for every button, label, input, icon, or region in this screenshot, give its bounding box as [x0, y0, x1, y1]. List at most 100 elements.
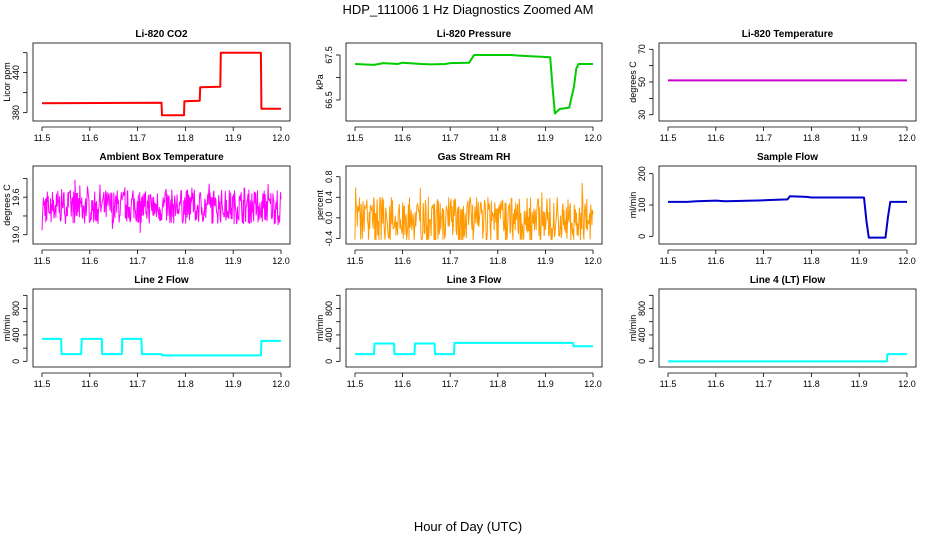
series-line	[354, 54, 593, 115]
plot-frame	[345, 165, 603, 245]
y-tick-label: 19.0	[11, 226, 21, 244]
panel-title: Ambient Box Temperature	[99, 152, 224, 163]
x-tick-label: 11.9	[225, 256, 242, 266]
y-tick-label: 440	[11, 65, 21, 80]
x-tick-label: 11.9	[537, 256, 554, 266]
x-tick-label: 11.8	[803, 379, 820, 389]
x-tick-label: 11.5	[347, 256, 364, 266]
y-tick-label: 400	[324, 327, 334, 342]
y-tick-label: 0.4	[324, 191, 334, 204]
x-tick-label: 11.7	[755, 256, 772, 266]
y-tick-label: 400	[11, 327, 21, 342]
y-tick-label: 0.0	[324, 212, 334, 225]
x-tick-label: 11.6	[394, 379, 411, 389]
x-tick-label: 11.6	[394, 133, 411, 143]
x-tick-label: 11.5	[347, 379, 364, 389]
y-tick-label: 0	[637, 359, 647, 364]
x-tick-label: 11.6	[81, 379, 98, 389]
plot-frame	[32, 165, 291, 245]
y-axis-label: kPa	[315, 74, 325, 90]
series-line	[668, 195, 907, 239]
x-tick-label: 11.8	[177, 379, 194, 389]
x-tick-label: 12.0	[272, 256, 290, 266]
series-line	[41, 51, 281, 117]
x-tick-label: 11.7	[442, 133, 459, 143]
x-tick-label: 12.0	[584, 133, 602, 143]
series-line	[354, 182, 594, 241]
series-line	[42, 337, 281, 357]
x-tick-label: 11.8	[489, 379, 506, 389]
y-axis-label: degrees C	[628, 61, 638, 103]
y-axis-label: ml/min	[628, 192, 638, 219]
y-tick-label: 0.8	[324, 170, 334, 183]
x-tick-label: 11.9	[225, 133, 242, 143]
y-tick-label: 0	[324, 359, 334, 364]
x-tick-label: 11.6	[707, 256, 724, 266]
panel-line-2-flow: Line 2 Flow ml/min 11.5 11.6 11.7 11.8 11.9 12.…	[2, 275, 291, 389]
y-tick-label: 400	[637, 327, 647, 342]
y-tick-label: 200	[637, 166, 647, 181]
figure-title: HDP_111006 1 Hz Diagnostics Zoomed AM	[343, 2, 594, 17]
y-tick-label: -0.4	[324, 231, 334, 247]
plot-frame	[345, 288, 603, 368]
panel-title: Li-820 Pressure	[437, 29, 512, 40]
panel-line-4-flow: Line 4 (LT) Flow ml/min 11.5 11.6 11.7 11.8 11…	[628, 275, 917, 389]
x-tick-label: 11.8	[803, 133, 820, 143]
panel-title: Li-820 CO2	[135, 29, 188, 40]
x-tick-label: 11.5	[34, 133, 51, 143]
panel-ambient-box-temperature: Ambient Box Temperature degrees C 11.5 11.6…	[2, 152, 291, 266]
x-tick-label: 11.5	[660, 379, 677, 389]
y-axis-label: Licor ppm	[2, 62, 12, 102]
x-tick-label: 11.7	[755, 379, 772, 389]
y-tick-label: 800	[11, 301, 21, 316]
plot-frame	[658, 42, 917, 122]
plot-frame	[345, 42, 603, 122]
y-tick-label: 67.5	[324, 46, 334, 64]
panel-title: Line 4 (LT) Flow	[750, 275, 826, 286]
y-axis-label: degrees C	[2, 184, 12, 226]
x-tick-label: 11.6	[707, 133, 724, 143]
y-tick-label: 19.6	[11, 188, 21, 206]
y-tick-label: 50	[637, 77, 647, 87]
panel-li820-co2: Li-820 CO2 Licor ppm 11.5 11.6 11.7 11.8 11.9 1…	[2, 29, 291, 143]
plot-frame	[658, 165, 917, 245]
panel-title: Line 3 Flow	[447, 275, 502, 286]
panel-li820-temperature: Li-820 Temperature degrees C 11.5 11.6 11.7 1…	[628, 29, 917, 143]
x-tick-label: 11.9	[851, 256, 868, 266]
x-tick-label: 12.0	[272, 133, 290, 143]
series-line	[41, 179, 282, 233]
y-axis-label: ml/min	[315, 315, 325, 342]
y-axis-label: ml/min	[628, 315, 638, 342]
x-tick-label: 12.0	[898, 256, 916, 266]
panel-title: Sample Flow	[757, 152, 818, 163]
x-tick-label: 11.6	[81, 133, 98, 143]
x-tick-label: 11.8	[489, 256, 506, 266]
x-tick-label: 11.7	[442, 256, 459, 266]
x-tick-label: 11.9	[225, 379, 242, 389]
panel-li820-pressure: Li-820 Pressure kPa 11.5 11.6 11.7 11.8 11.9 12…	[315, 29, 603, 143]
y-axis-label: ml/min	[2, 315, 12, 342]
x-tick-label: 11.7	[442, 379, 459, 389]
x-tick-label: 11.8	[803, 256, 820, 266]
x-tick-label: 11.9	[851, 133, 868, 143]
x-tick-label: 11.5	[660, 256, 677, 266]
y-tick-label: 800	[324, 301, 334, 316]
plot-frame	[32, 288, 291, 368]
x-tick-label: 12.0	[272, 379, 290, 389]
x-tick-label: 11.8	[489, 133, 506, 143]
x-tick-label: 11.9	[537, 379, 554, 389]
x-tick-label: 11.5	[347, 133, 364, 143]
panel-gas-stream-rh: Gas Stream RH percent 11.5 11.6 11.7 11.8 11.9…	[315, 152, 603, 266]
y-tick-label: 30	[637, 110, 647, 120]
y-tick-label: 70	[637, 44, 647, 54]
y-tick-label: 100	[637, 197, 647, 212]
plot-frame	[32, 42, 291, 122]
x-tick-label: 11.7	[755, 133, 772, 143]
series-line	[355, 341, 593, 356]
x-tick-label: 11.6	[81, 256, 98, 266]
series-line	[668, 353, 907, 363]
plot-frame	[658, 288, 917, 368]
x-tick-label: 11.5	[660, 133, 677, 143]
y-tick-label: 800	[637, 301, 647, 316]
